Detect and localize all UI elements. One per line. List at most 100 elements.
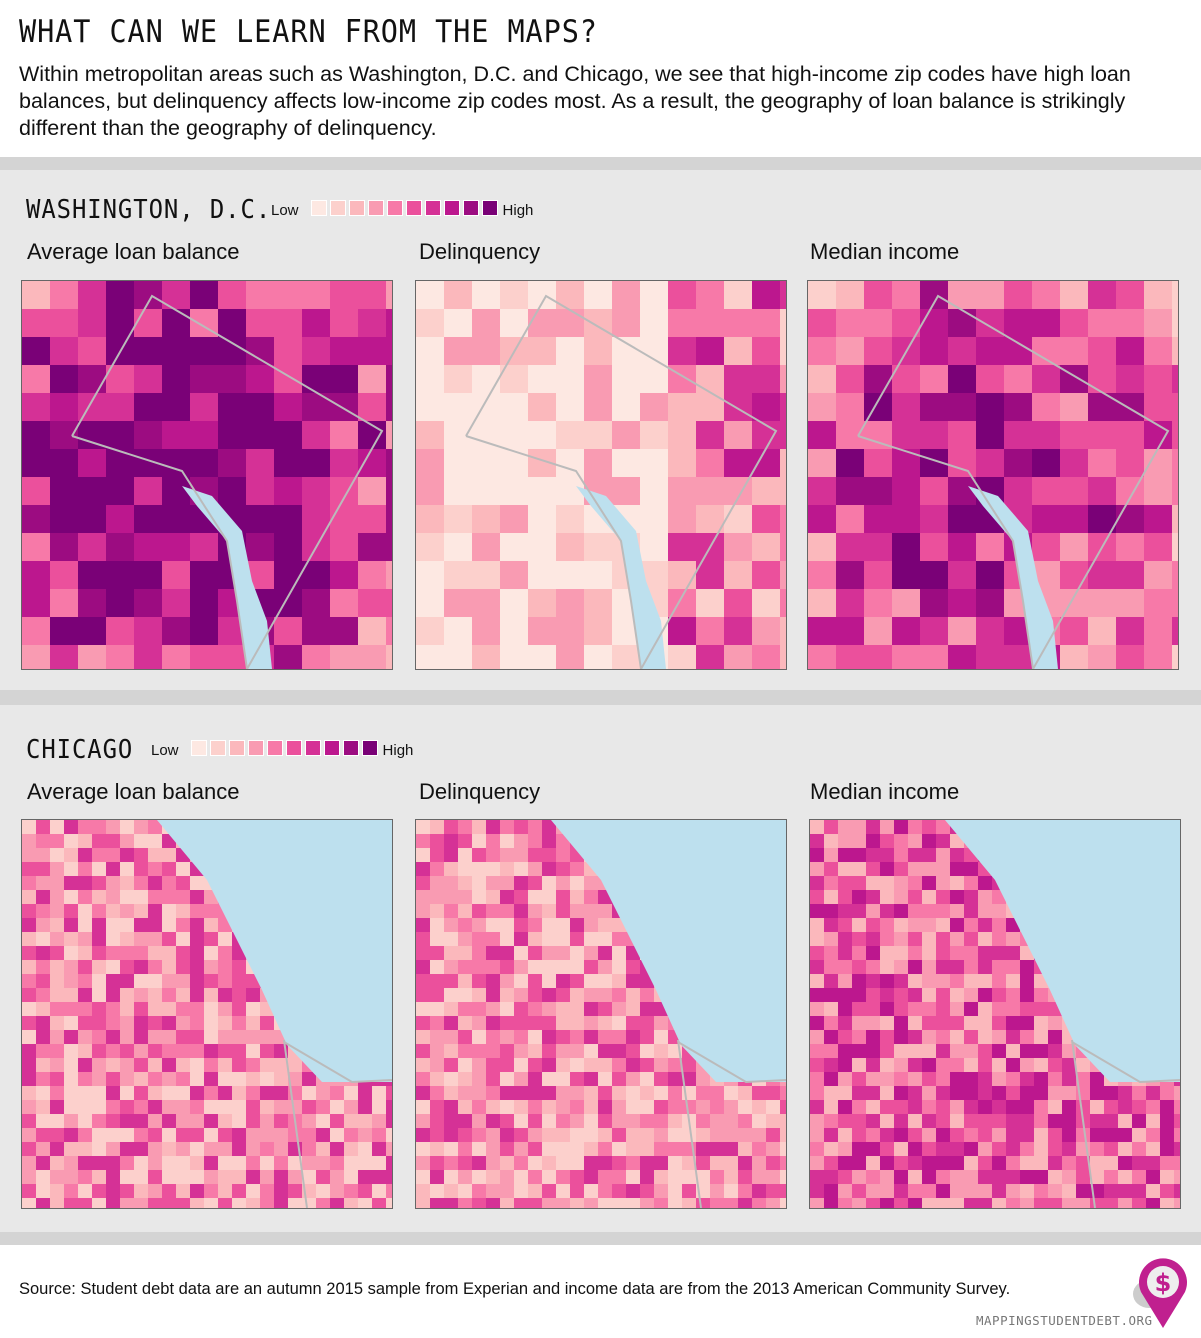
map-region <box>148 988 162 1002</box>
map-region <box>992 1114 1006 1128</box>
map-region <box>444 862 458 876</box>
map-region <box>780 1198 786 1208</box>
map-region <box>1032 449 1060 477</box>
map-region <box>964 1058 978 1072</box>
map-region <box>752 533 780 561</box>
map-dc-median-income[interactable] <box>807 280 1179 670</box>
map-region <box>486 862 500 876</box>
map-region <box>1132 1184 1146 1198</box>
map-chicago-delinquency[interactable] <box>415 819 787 1209</box>
map-region <box>1104 1198 1118 1208</box>
map-region <box>948 449 976 477</box>
map-pin-dollar-logo: $ <box>1133 1258 1187 1328</box>
map-region <box>134 421 162 449</box>
map-region <box>1132 1198 1146 1208</box>
map-region <box>386 645 392 669</box>
map-region <box>880 1030 894 1044</box>
map-region <box>556 421 584 449</box>
map-region <box>92 918 106 932</box>
map-region <box>752 337 780 365</box>
map-region <box>1172 477 1178 505</box>
map-region <box>36 1128 50 1142</box>
map-region <box>274 1142 288 1156</box>
map-region <box>78 1198 92 1208</box>
map-region <box>894 848 908 862</box>
map-chicago-median-income[interactable] <box>809 819 1181 1209</box>
map-region <box>372 1114 386 1128</box>
map-region <box>246 1086 260 1100</box>
map-region <box>190 449 218 477</box>
map-region <box>556 1198 570 1208</box>
map-region <box>218 477 246 505</box>
map-region <box>444 645 472 669</box>
map-region <box>134 988 148 1002</box>
map-region <box>908 848 922 862</box>
map-region <box>162 1044 176 1058</box>
city-title: WASHINGTON, D.C. <box>26 195 272 225</box>
map-region <box>190 1058 204 1072</box>
map-region <box>472 1016 486 1030</box>
map-region <box>444 281 472 309</box>
map-region <box>134 337 162 365</box>
map-region <box>386 1156 392 1170</box>
map-region <box>430 1030 444 1044</box>
map-region <box>1006 1198 1020 1208</box>
map-title: Average loan balance <box>27 779 240 804</box>
map-region <box>218 1086 232 1100</box>
map-region <box>430 862 444 876</box>
map-region <box>752 561 780 589</box>
map-region <box>1006 946 1020 960</box>
map-region <box>358 477 386 505</box>
map-region <box>824 918 838 932</box>
map-region <box>386 589 392 617</box>
map-region <box>472 890 486 904</box>
map-region <box>458 1086 472 1100</box>
map-region <box>162 974 176 988</box>
map-region <box>486 1128 500 1142</box>
map-region <box>696 1198 710 1208</box>
map-region <box>190 1100 204 1114</box>
map-region <box>358 617 386 645</box>
map-region <box>866 1170 880 1184</box>
map-region <box>444 1198 458 1208</box>
map-chicago-loan-balance[interactable] <box>21 819 393 1209</box>
map-region <box>920 309 948 337</box>
water-body <box>968 486 1058 669</box>
map-region <box>1020 1002 1034 1016</box>
map-region <box>1104 1142 1118 1156</box>
map-region <box>472 1156 486 1170</box>
map-region <box>500 918 514 932</box>
map-region <box>36 946 50 960</box>
map-region <box>1104 1100 1118 1114</box>
logo-text[interactable]: MAPPINGSTUDENTDEBT.ORG <box>976 1313 1153 1328</box>
map-region <box>444 890 458 904</box>
map-region <box>1146 1170 1160 1184</box>
legend-swatch <box>266 740 283 756</box>
map-region <box>386 309 392 337</box>
map-region <box>654 1100 668 1114</box>
map-dc-loan-balance[interactable] <box>21 280 393 670</box>
map-region <box>908 1142 922 1156</box>
map-region <box>176 1142 190 1156</box>
map-region <box>908 1086 922 1100</box>
map-region <box>246 988 260 1002</box>
map-region <box>500 645 528 669</box>
map-region <box>92 974 106 988</box>
map-region <box>92 946 106 960</box>
map-region <box>92 1128 106 1142</box>
water-body <box>576 486 666 669</box>
map-region <box>724 393 752 421</box>
map-region <box>612 309 640 337</box>
legend-swatch <box>405 200 422 216</box>
map-dc-delinquency[interactable] <box>415 280 787 670</box>
map-region <box>780 309 786 337</box>
map-region <box>92 1072 106 1086</box>
color-legend: Low High <box>151 740 413 760</box>
map-region <box>880 1170 894 1184</box>
section-washington: WASHINGTON, D.C. Low High Average loan b… <box>0 170 1201 690</box>
map-region <box>416 421 444 449</box>
map-region <box>584 1044 598 1058</box>
map-region <box>752 1170 766 1184</box>
map-region <box>528 561 556 589</box>
map-region <box>766 1142 780 1156</box>
